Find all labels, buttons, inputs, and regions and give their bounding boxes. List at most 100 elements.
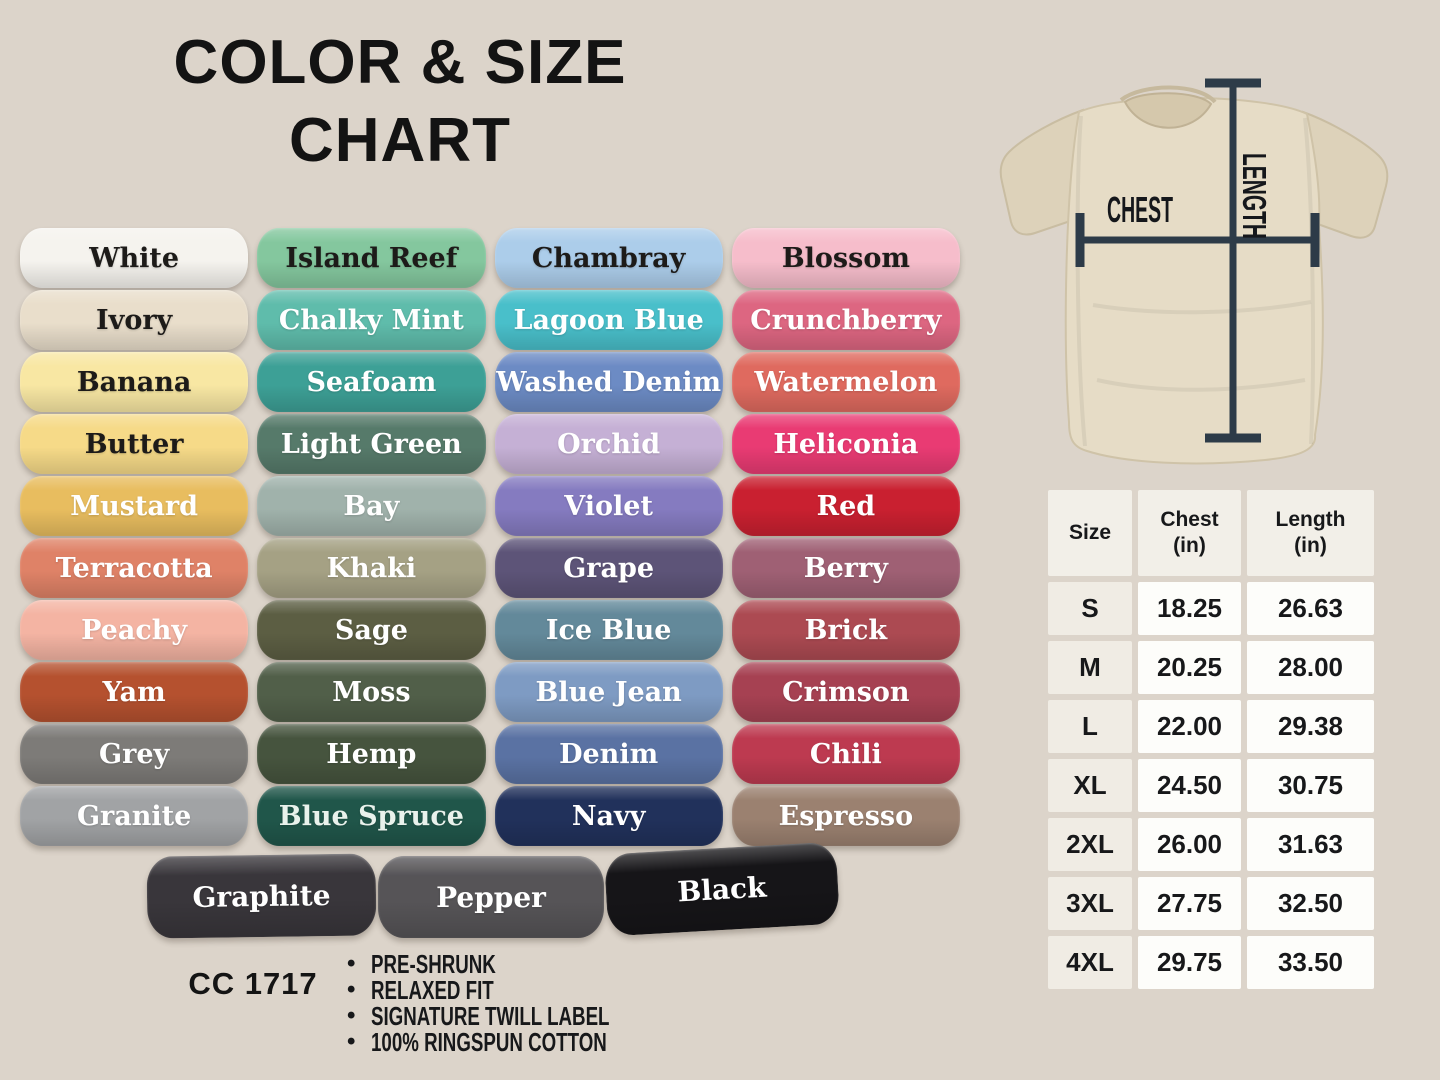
color-swatch-watermelon: Watermelon <box>731 352 960 412</box>
length-label: LENGTH <box>1236 153 1273 239</box>
size-table-header-length: Length (in) <box>1247 490 1374 576</box>
color-swatch-banana: Banana <box>20 352 249 412</box>
size-table-cell-length: 30.75 <box>1247 759 1374 812</box>
chest-label: CHEST <box>1107 189 1173 230</box>
color-name: Seafoam <box>306 366 437 398</box>
feature-text: RELAXED FIT <box>371 974 494 1005</box>
color-swatch-brick: Brick <box>731 600 960 660</box>
color-name: White <box>89 242 180 274</box>
size-table-cell-size: M <box>1048 641 1132 694</box>
color-swatch-navy: Navy <box>494 786 723 846</box>
tshirt-measurement-diagram: CHEST LENGTH <box>999 78 1389 465</box>
color-name: Island Reef <box>285 242 458 274</box>
color-name: Red <box>816 490 876 522</box>
color-name: Granite <box>76 800 192 832</box>
color-name: Khaki <box>326 552 417 584</box>
feature-text: 100% RINGSPUN COTTON <box>371 1026 607 1057</box>
color-swatch-ivory: Ivory <box>20 290 249 350</box>
color-swatch-island-reef: Island Reef <box>257 228 486 288</box>
color-name: Violet <box>564 490 653 522</box>
page-title-line1: COLOR & SIZE <box>173 28 627 97</box>
color-swatch-peachy: Peachy <box>20 600 249 660</box>
color-name: Blue Spruce <box>278 800 464 832</box>
color-swatch-denim: Denim <box>494 724 723 784</box>
size-table-cell-chest: 18.25 <box>1138 582 1241 635</box>
size-table-cell-size: 4XL <box>1048 936 1132 989</box>
color-name: Grey <box>99 738 170 770</box>
color-swatch-terracotta: Terracotta <box>20 538 249 598</box>
size-table-header-chest: Chest (in) <box>1138 490 1241 576</box>
tshirt-wrinkles <box>1075 115 1315 447</box>
color-name: Chili <box>809 738 882 770</box>
feature-text: PRE-SHRUNK <box>371 948 496 979</box>
size-table-cell-chest: 27.75 <box>1138 877 1241 930</box>
color-swatch-espresso: Espresso <box>731 786 960 846</box>
color-swatch-chalky-mint: Chalky Mint <box>257 290 486 350</box>
color-swatch-ice-blue: Ice Blue <box>494 600 723 660</box>
color-swatch-heliconia: Heliconia <box>731 414 960 474</box>
color-swatch-sage: Sage <box>257 600 486 660</box>
color-name: Berry <box>803 552 888 584</box>
color-name: Washed Denim <box>496 366 722 398</box>
size-table-header-size: Size <box>1048 490 1132 576</box>
color-name: Orchid <box>557 428 661 460</box>
color-swatch-khaki: Khaki <box>257 538 486 598</box>
color-swatch-yam: Yam <box>20 662 249 722</box>
feature-item: • RELAXED FIT <box>347 974 702 1005</box>
color-name: Peachy <box>81 614 188 646</box>
size-table-cell-size: 2XL <box>1048 818 1132 871</box>
color-name: Sage <box>334 614 408 646</box>
color-name: Hemp <box>326 738 417 770</box>
size-table-cell-chest: 24.50 <box>1138 759 1241 812</box>
size-table-cell-length: 26.63 <box>1247 582 1374 635</box>
feature-item: • PRE-SHRUNK <box>347 948 702 979</box>
color-swatch-graphite: Graphite <box>146 853 377 939</box>
color-name: Brick <box>804 614 888 646</box>
color-swatch-seafoam: Seafoam <box>257 352 486 412</box>
color-swatch-lagoon-blue: Lagoon Blue <box>494 290 723 350</box>
color-name: Ice Blue <box>545 614 672 646</box>
feature-text: SIGNATURE TWILL LABEL <box>371 1000 610 1031</box>
tshirt-collar <box>1119 85 1217 129</box>
color-swatch-blossom: Blossom <box>731 228 960 288</box>
color-name: Moss <box>332 676 411 708</box>
color-swatch-white: White <box>20 228 249 288</box>
color-swatch-butter: Butter <box>20 414 249 474</box>
feature-list: • PRE-SHRUNK • RELAXED FIT • SIGNATURE TWILL … <box>347 948 702 1057</box>
color-swatch-chili: Chili <box>731 724 960 784</box>
size-table-cell-length: 29.38 <box>1247 700 1374 753</box>
feature-item: • 100% RINGSPUN COTTON <box>347 1026 702 1057</box>
color-swatch-orchid: Orchid <box>494 414 723 474</box>
color-swatch-grid: White Island Reef Chambray Blossom Ivory Chal… <box>20 228 960 846</box>
color-name: Crimson <box>782 676 910 708</box>
bullet-icon: • <box>347 976 356 1003</box>
color-name: Grape <box>563 552 655 584</box>
feature-item: • SIGNATURE TWILL LABEL <box>347 1000 702 1031</box>
size-table-cell-chest: 22.00 <box>1138 700 1241 753</box>
size-table-cell-size: S <box>1048 582 1132 635</box>
bullet-icon: • <box>347 1002 356 1029</box>
color-swatch-chambray: Chambray <box>494 228 723 288</box>
color-swatch-grape: Grape <box>494 538 723 598</box>
color-swatch-pepper: Pepper <box>378 856 604 938</box>
size-table-cell-length: 32.50 <box>1247 877 1374 930</box>
color-swatch-light-green: Light Green <box>257 414 486 474</box>
size-table-cell-chest: 20.25 <box>1138 641 1241 694</box>
color-name: Mustard <box>70 490 199 522</box>
color-name: Graphite <box>192 878 331 914</box>
color-name: Yam <box>102 676 166 708</box>
size-table-cell-size: XL <box>1048 759 1132 812</box>
color-name: Crunchberry <box>750 304 942 336</box>
size-table: Size Chest (in) Length (in) S 18.25 26.63 M 20.25… <box>1048 490 1374 989</box>
color-name: Ivory <box>96 304 173 336</box>
color-swatch-violet: Violet <box>494 476 723 536</box>
color-name: Espresso <box>778 800 914 832</box>
size-table-cell-size: 3XL <box>1048 877 1132 930</box>
bullet-icon: • <box>347 1028 356 1055</box>
color-name: Chalky Mint <box>278 304 464 336</box>
color-swatch-red: Red <box>731 476 960 536</box>
bullet-icon: • <box>347 950 356 977</box>
size-table-cell-chest: 26.00 <box>1138 818 1241 871</box>
color-swatch-washed-denim: Washed Denim <box>494 352 723 412</box>
